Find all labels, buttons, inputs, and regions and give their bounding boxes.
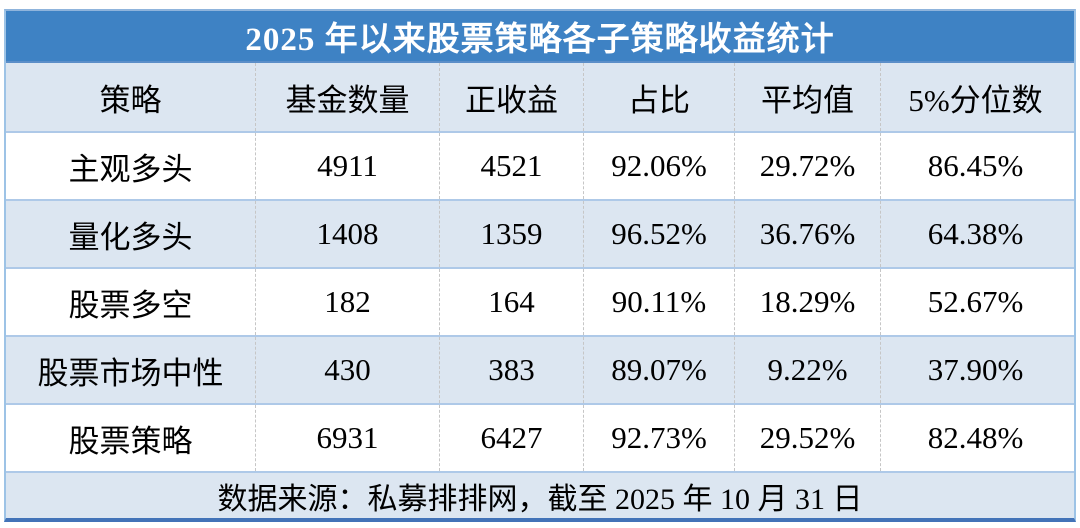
fund-count-cell: 182 [255,269,439,335]
strategy-name-cell: 股票策略 [68,423,193,459]
strategy-name-cell: 股票多空 [68,287,193,323]
table-row: 股票多空 182 164 90.11% 18.29% 52.67% [6,267,1074,335]
positive-return-cell: 4521 [439,133,583,199]
fund-count-cell: 4911 [255,133,439,199]
quantile-cell: 52.67% [880,269,1070,335]
proportion-cell: 90.11% [583,269,734,335]
quantile-cell: 64.38% [880,201,1070,267]
table-header-row: 策略 基金数量 正收益 占比 平均值 5%分位数 [6,63,1074,131]
average-cell: 9.22% [734,337,880,403]
strategy-name-cell: 股票市场中性 [37,355,224,391]
average-cell: 36.76% [734,201,880,267]
positive-return-cell: 164 [439,269,583,335]
strategy-returns-table: 2025 年以来股票策略各子策略收益统计 策略 基金数量 正收益 占比 平均值 … [4,9,1076,522]
data-source-note: 数据来源：私募排排网，截至 2025 年 10 月 31 日 [6,471,1074,518]
column-header-strategy: 策略 [99,82,162,118]
table-title: 2025 年以来股票策略各子策略收益统计 [6,11,1074,63]
average-cell: 18.29% [734,269,880,335]
table-row: 股票市场中性 430 383 89.07% 9.22% 37.90% [6,335,1074,403]
table-row: 量化多头 1408 1359 96.52% 36.76% 64.38% [6,199,1074,267]
quantile-cell: 82.48% [880,405,1070,471]
quantile-cell: 37.90% [880,337,1070,403]
positive-return-cell: 383 [439,337,583,403]
column-header-fund-count: 基金数量 [255,63,439,131]
quantile-cell: 86.45% [880,133,1070,199]
proportion-cell: 96.52% [583,201,734,267]
column-header-5pct-quantile: 5%分位数 [880,63,1070,131]
average-cell: 29.52% [734,405,880,471]
table-row: 股票策略 6931 6427 92.73% 29.52% 82.48% [6,403,1074,471]
strategy-name-cell: 量化多头 [68,219,193,255]
positive-return-cell: 1359 [439,201,583,267]
column-header-average: 平均值 [734,63,880,131]
fund-count-cell: 6931 [255,405,439,471]
proportion-cell: 89.07% [583,337,734,403]
proportion-cell: 92.73% [583,405,734,471]
column-header-positive-return: 正收益 [439,63,583,131]
table-row: 主观多头 4911 4521 92.06% 29.72% 86.45% [6,131,1074,199]
proportion-cell: 92.06% [583,133,734,199]
fund-count-cell: 1408 [255,201,439,267]
strategy-name-cell: 主观多头 [68,151,193,187]
average-cell: 29.72% [734,133,880,199]
fund-count-cell: 430 [255,337,439,403]
positive-return-cell: 6427 [439,405,583,471]
column-header-proportion: 占比 [583,63,734,131]
